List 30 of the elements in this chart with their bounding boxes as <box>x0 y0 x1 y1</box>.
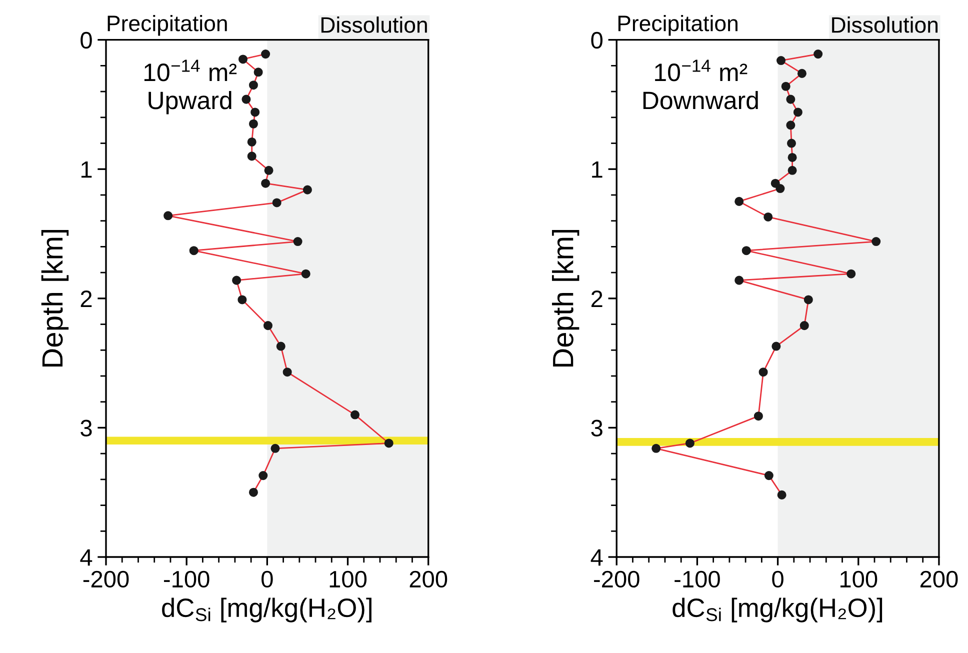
y-tick-label: 2 <box>80 290 92 307</box>
y-axis-title: Depth [km] <box>41 230 69 367</box>
x-tick-label: 200 <box>920 570 958 588</box>
y-tick-label: 4 <box>590 549 603 566</box>
y-axis-title: Depth [km] <box>552 230 580 367</box>
x-axis-title: dC$_{Si}$ [mg/kg(H₂O)] <box>162 598 372 622</box>
annotation: 10$^{−14}$ m² Upward <box>144 60 237 114</box>
band-label: Dissolution <box>321 16 427 33</box>
x-tick-label: -200 <box>83 570 129 588</box>
y-tick-label: 1 <box>81 161 92 178</box>
y-tick-label: 3 <box>591 420 602 437</box>
x-tick-label: 100 <box>840 570 878 588</box>
text: Precipitation <box>618 14 738 36</box>
x-axis-title: dC$_{Si}$ [mg/kg(H₂O)] <box>672 598 882 622</box>
y-tick-label: 4 <box>80 549 92 566</box>
y-tick-label: 2 <box>591 290 602 307</box>
y-tick-label: 0 <box>80 32 92 49</box>
y-tick-label: 3 <box>80 420 92 437</box>
band-label: Dissolution <box>832 16 938 33</box>
x-tick-label: -100 <box>164 570 210 588</box>
x-tick-label: -100 <box>674 570 720 588</box>
x-tick-label: 100 <box>330 570 367 588</box>
y-tick-label: 1 <box>592 161 602 178</box>
annotation: 10$^{−14}$ m² Downward <box>643 60 758 110</box>
x-tick-label: -200 <box>594 570 640 588</box>
x-tick-label: 0 <box>772 570 784 588</box>
x-tick-label: 200 <box>410 570 448 588</box>
text: Precipitation <box>108 14 227 36</box>
y-tick-label: 0 <box>591 32 602 49</box>
x-tick-label: 0 <box>262 570 273 588</box>
